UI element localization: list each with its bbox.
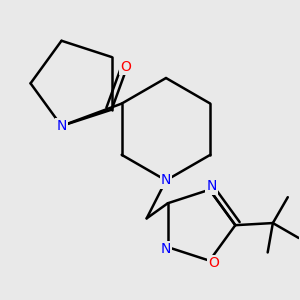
Text: O: O (208, 256, 219, 270)
Text: O: O (120, 60, 131, 74)
Text: N: N (160, 242, 171, 256)
Text: N: N (206, 179, 217, 194)
Text: N: N (161, 173, 171, 188)
Text: N: N (56, 119, 67, 133)
